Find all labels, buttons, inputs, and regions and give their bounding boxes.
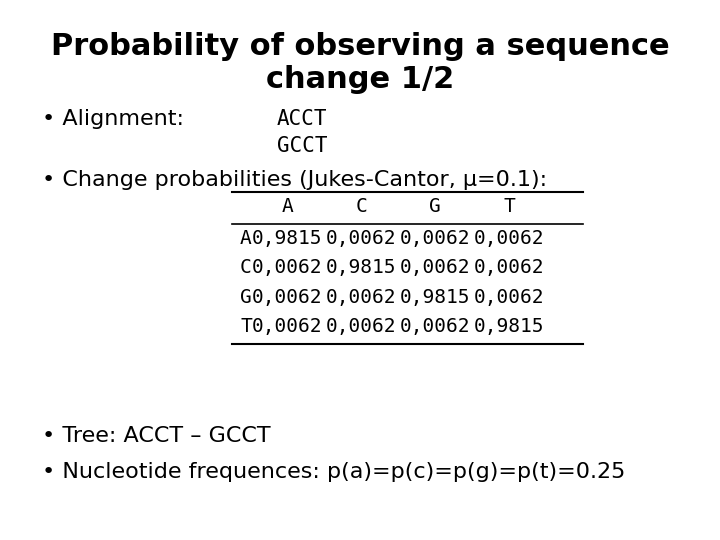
Text: 0,0062: 0,0062 <box>474 288 544 307</box>
Text: T: T <box>503 198 516 217</box>
Text: 0,0062: 0,0062 <box>252 317 323 336</box>
Text: 0,0062: 0,0062 <box>326 317 397 336</box>
Text: 0,0062: 0,0062 <box>252 258 323 277</box>
Text: 0,9815: 0,9815 <box>326 258 397 277</box>
Text: C: C <box>356 198 367 217</box>
Text: A: A <box>282 198 293 217</box>
Text: Probability of observing a sequence: Probability of observing a sequence <box>50 31 670 60</box>
Text: G: G <box>429 198 441 217</box>
Text: 0,0062: 0,0062 <box>400 258 471 277</box>
Text: • Change probabilities (Jukes-Cantor, μ=0.1):: • Change probabilities (Jukes-Cantor, μ=… <box>42 171 547 191</box>
Text: • Tree: ACCT – GCCT: • Tree: ACCT – GCCT <box>42 426 271 446</box>
Text: 0,9815: 0,9815 <box>252 228 323 247</box>
Text: 0,0062: 0,0062 <box>252 288 323 307</box>
Text: GCCT: GCCT <box>277 136 328 156</box>
Text: G: G <box>240 288 252 307</box>
Text: 0,9815: 0,9815 <box>474 317 544 336</box>
Text: C: C <box>240 258 252 277</box>
Text: 0,0062: 0,0062 <box>326 228 397 247</box>
Text: 0,0062: 0,0062 <box>474 228 544 247</box>
Text: 0,0062: 0,0062 <box>400 228 471 247</box>
Text: T: T <box>240 317 252 336</box>
Text: • Alignment:: • Alignment: <box>42 109 184 129</box>
Text: A: A <box>240 228 252 247</box>
Text: 0,9815: 0,9815 <box>400 288 471 307</box>
Text: • Nucleotide frequences: p(a)=p(c)=p(g)=p(t)=0.25: • Nucleotide frequences: p(a)=p(c)=p(g)=… <box>42 462 626 482</box>
Text: 0,0062: 0,0062 <box>326 288 397 307</box>
Text: 0,0062: 0,0062 <box>400 317 471 336</box>
Text: 0,0062: 0,0062 <box>474 258 544 277</box>
Text: change 1/2: change 1/2 <box>266 65 454 94</box>
Text: ACCT: ACCT <box>277 109 328 129</box>
